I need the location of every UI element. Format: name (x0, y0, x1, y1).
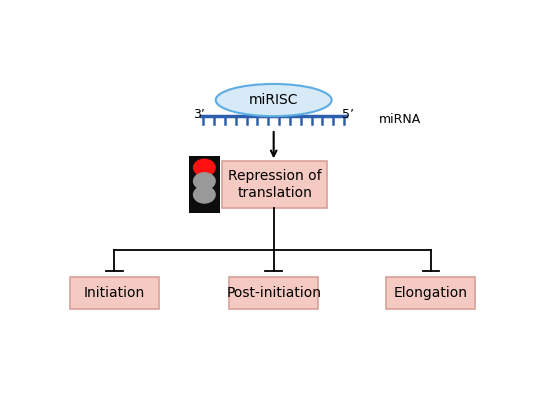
Circle shape (194, 186, 215, 203)
Bar (189, 156, 220, 213)
Text: miRISC: miRISC (249, 93, 299, 107)
Bar (222, 161, 327, 208)
Bar (229, 277, 318, 309)
Text: Initiation: Initiation (84, 286, 145, 300)
Text: Post-initiation: Post-initiation (226, 286, 321, 300)
Text: 5’: 5’ (342, 108, 354, 121)
Text: Repression of
translation: Repression of translation (228, 169, 321, 200)
Text: miRNA: miRNA (379, 113, 421, 126)
Bar (387, 277, 475, 309)
Circle shape (194, 159, 215, 176)
Text: 3’: 3’ (193, 108, 205, 121)
Circle shape (194, 173, 215, 189)
Text: Elongation: Elongation (394, 286, 468, 300)
Ellipse shape (216, 84, 332, 116)
Bar (70, 277, 159, 309)
